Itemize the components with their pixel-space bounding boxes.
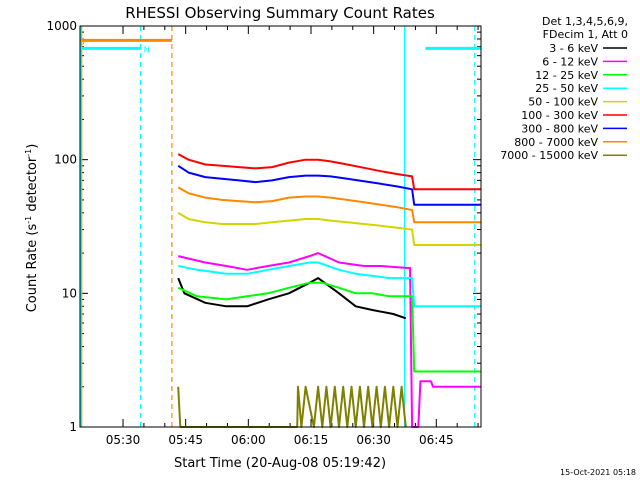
legend-entry-label: 3 - 6 keV xyxy=(549,42,598,55)
y-tick-label: 1 xyxy=(69,420,77,434)
legend: Det 1,3,4,5,6,9, FDecim 1, Att 0 3 - 6 k… xyxy=(500,15,628,162)
legend-entry-label: 800 - 7000 keV xyxy=(514,136,598,149)
y-tick-label: 10 xyxy=(62,286,77,300)
legend-entry-label: 25 - 50 keV xyxy=(535,82,598,95)
y-tick-label: 100 xyxy=(54,153,77,167)
x-axis-label: Start Time (20-Aug-08 05:19:42) xyxy=(174,456,386,471)
y-axis-label: Count Rate (s-1 detector-1) xyxy=(24,144,40,313)
series-line xyxy=(177,385,407,428)
x-tick-label: 06:45 xyxy=(419,433,454,447)
series-line xyxy=(177,277,407,320)
series-line xyxy=(177,186,481,224)
series-line xyxy=(178,261,481,308)
x-tick-label: 06:30 xyxy=(356,433,391,447)
legend-entry-label: 6 - 12 keV xyxy=(542,55,598,68)
legend-entry-label: 50 - 100 keV xyxy=(528,96,598,109)
series-line xyxy=(177,153,481,191)
legend-header-line-1: Det 1,3,4,5,6,9, xyxy=(542,15,628,28)
series-line xyxy=(177,252,481,428)
legend-header-line-2: FDecim 1, Att 0 xyxy=(543,28,628,41)
x-tick-label: 05:30 xyxy=(106,433,141,447)
plot-area: SN xyxy=(80,25,481,428)
legend-entry-label: 7000 - 15000 keV xyxy=(500,149,598,162)
series-line xyxy=(177,164,481,206)
x-tick-label: 06:15 xyxy=(294,433,329,447)
y-tick-label: 1000 xyxy=(46,19,77,33)
legend-entry-label: 12 - 25 keV xyxy=(535,69,598,82)
series-line xyxy=(177,281,481,373)
chart-title: RHESSI Observing Summary Count Rates xyxy=(125,4,435,22)
x-tick-label: 05:45 xyxy=(168,433,203,447)
plot-frame xyxy=(79,25,482,428)
legend-entry-label: 300 - 800 keV xyxy=(521,122,598,135)
series-line xyxy=(177,212,481,246)
x-tick-label: 06:00 xyxy=(231,433,266,447)
flag-label: N xyxy=(144,45,150,54)
flag-label: S xyxy=(80,37,85,46)
footer-timestamp: 15-Oct-2021 05:18 xyxy=(560,468,636,477)
legend-entry-label: 100 - 300 keV xyxy=(521,109,598,122)
